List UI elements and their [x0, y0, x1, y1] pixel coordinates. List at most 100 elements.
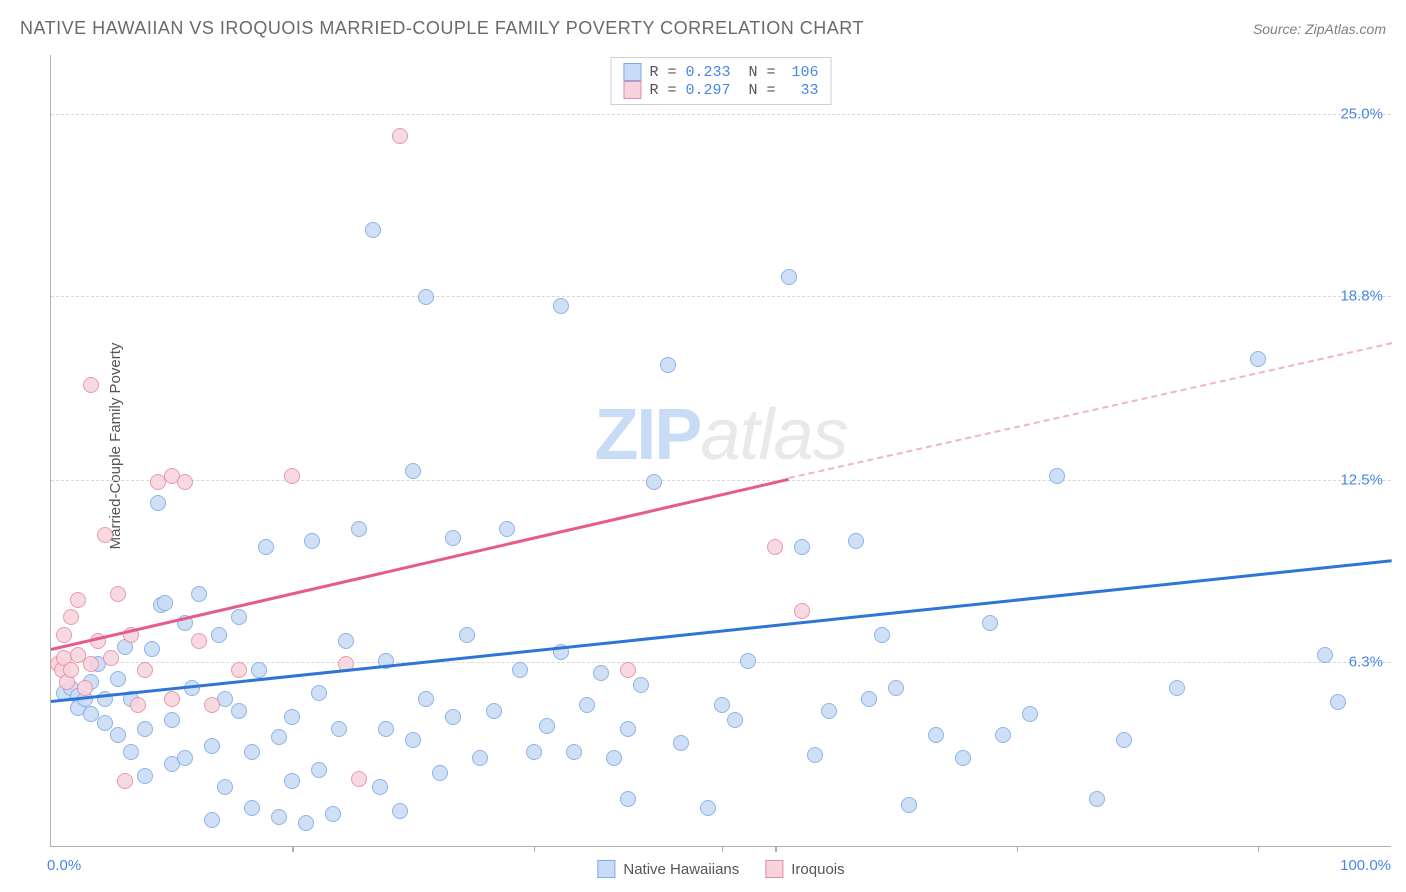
legend-item: Native Hawaiians [597, 860, 739, 878]
data-point [97, 527, 113, 543]
data-point [144, 641, 160, 657]
y-tick-label: 12.5% [1340, 472, 1383, 489]
data-point [1330, 694, 1346, 710]
data-point [982, 615, 998, 631]
data-point [700, 800, 716, 816]
correlation-legend: R = 0.233 N = 106R = 0.297 N = 33 [610, 57, 831, 105]
data-point [244, 800, 260, 816]
trend-line [51, 560, 1392, 703]
data-point [117, 773, 133, 789]
data-point [781, 269, 797, 285]
data-point [646, 474, 662, 490]
data-point [231, 662, 247, 678]
chart-header: NATIVE HAWAIIAN VS IROQUOIS MARRIED-COUP… [20, 18, 1386, 39]
data-point [325, 806, 341, 822]
data-point [351, 521, 367, 537]
x-tick-mark [722, 846, 724, 852]
data-point [110, 727, 126, 743]
data-point [794, 539, 810, 555]
data-point [137, 768, 153, 784]
data-point [164, 691, 180, 707]
data-point [110, 671, 126, 687]
data-point [1250, 351, 1266, 367]
scatter-plot-area: ZIPatlas 6.3%12.5%18.8%25.0%0.0%100.0%R … [50, 55, 1391, 847]
data-point [97, 715, 113, 731]
data-point [526, 744, 542, 760]
data-point [418, 691, 434, 707]
data-point [331, 721, 347, 737]
gridline [51, 296, 1391, 297]
data-point [83, 656, 99, 672]
data-point [83, 377, 99, 393]
data-point [512, 662, 528, 678]
data-point [365, 222, 381, 238]
legend-row: R = 0.233 N = 106 [623, 63, 818, 81]
data-point [63, 662, 79, 678]
data-point [217, 779, 233, 795]
data-point [123, 744, 139, 760]
data-point [566, 744, 582, 760]
data-point [338, 633, 354, 649]
data-point [874, 627, 890, 643]
data-point [137, 662, 153, 678]
watermark: ZIPatlas [594, 394, 847, 476]
legend-swatch [597, 860, 615, 878]
data-point [164, 712, 180, 728]
data-point [995, 727, 1011, 743]
legend-swatch [623, 81, 641, 99]
data-point [130, 697, 146, 713]
data-point [714, 697, 730, 713]
data-point [204, 697, 220, 713]
data-point [77, 680, 93, 696]
source-attribution: Source: ZipAtlas.com [1253, 21, 1386, 37]
data-point [56, 627, 72, 643]
data-point [848, 533, 864, 549]
x-tick-mark [775, 846, 777, 852]
data-point [888, 680, 904, 696]
legend-text: R = 0.297 N = 33 [649, 82, 818, 99]
series-legend: Native Hawaiians Iroquois [597, 860, 844, 878]
data-point [110, 586, 126, 602]
data-point [405, 463, 421, 479]
gridline [51, 480, 1391, 481]
data-point [177, 474, 193, 490]
data-point [271, 729, 287, 745]
data-point [593, 665, 609, 681]
data-point [445, 530, 461, 546]
data-point [459, 627, 475, 643]
data-point [660, 357, 676, 373]
data-point [1116, 732, 1132, 748]
data-point [351, 771, 367, 787]
data-point [727, 712, 743, 728]
data-point [191, 633, 207, 649]
trend-line-dashed [788, 342, 1392, 479]
data-point [767, 539, 783, 555]
data-point [432, 765, 448, 781]
y-tick-label: 18.8% [1340, 287, 1383, 304]
x-tick-mark [534, 846, 536, 852]
data-point [157, 595, 173, 611]
data-point [486, 703, 502, 719]
legend-label: Native Hawaiians [623, 861, 739, 878]
data-point [372, 779, 388, 795]
legend-row: R = 0.297 N = 33 [623, 81, 818, 99]
data-point [284, 773, 300, 789]
legend-label: Iroquois [791, 861, 844, 878]
data-point [284, 468, 300, 484]
data-point [137, 721, 153, 737]
y-tick-label: 25.0% [1340, 105, 1383, 122]
data-point [1089, 791, 1105, 807]
data-point [499, 521, 515, 537]
data-point [211, 627, 227, 643]
data-point [1022, 706, 1038, 722]
data-point [63, 609, 79, 625]
data-point [539, 718, 555, 734]
data-point [204, 738, 220, 754]
data-point [955, 750, 971, 766]
data-point [579, 697, 595, 713]
x-tick-mark [292, 846, 294, 852]
data-point [150, 495, 166, 511]
data-point [284, 709, 300, 725]
data-point [620, 721, 636, 737]
data-point [418, 289, 434, 305]
